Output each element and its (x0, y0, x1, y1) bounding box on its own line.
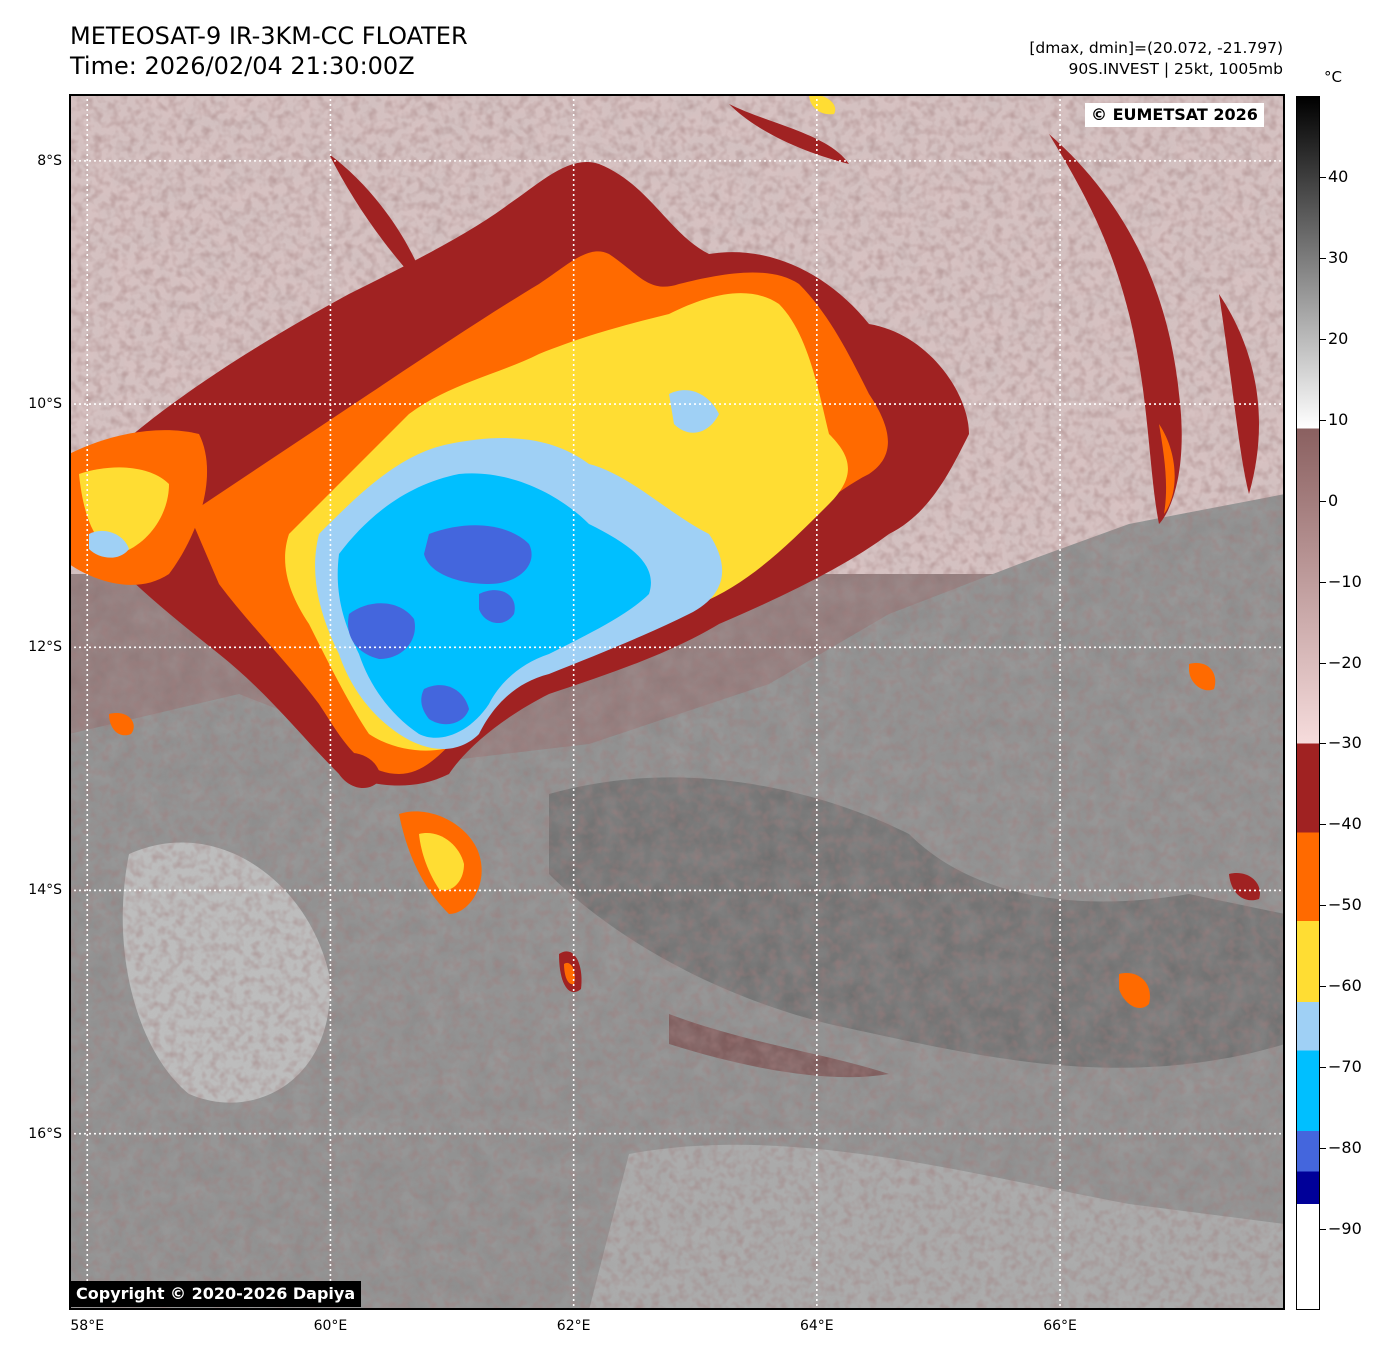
data-range-info: [dmax, dmin]=(20.072, -21.797) (1029, 39, 1283, 57)
convective-cell (419, 833, 464, 891)
colorbar-tick-label: 20 (1328, 328, 1349, 348)
longitude-label: 58°E (70, 1318, 105, 1334)
colorbar-tick-label: 40 (1328, 166, 1349, 186)
cloud-shield-royal-blue (424, 525, 532, 584)
eumetsat-watermark: © EUMETSAT 2026 (1085, 103, 1264, 127)
colorbar-tick (1320, 662, 1326, 664)
temperature-colorbar (1296, 96, 1320, 1310)
colorbar-tick (1320, 338, 1326, 340)
latitude-label: 8°S (37, 152, 62, 169)
colorbar-tick-label: −70 (1328, 1057, 1362, 1077)
colorbar-tick-label: 30 (1328, 247, 1349, 267)
convective-cell (339, 752, 381, 789)
latitude-label: 14°S (28, 882, 62, 899)
colorbar-tick (1320, 257, 1326, 259)
left-convective-cluster (89, 530, 129, 558)
storm-info: 90S.INVEST | 25kt, 1005mb (1068, 60, 1283, 78)
latitude-label: 12°S (28, 639, 62, 656)
colorbar-tick (1320, 500, 1326, 502)
cirrus-streak (1049, 134, 1182, 524)
colorbar-tick (1320, 824, 1326, 826)
map-frame (69, 94, 1285, 1310)
convective-cell (1189, 663, 1216, 691)
convective-cell (1119, 973, 1150, 1009)
colorbar-tick-label: −20 (1328, 652, 1362, 672)
colorbar-tick-label: −30 (1328, 733, 1362, 753)
colorbar-unit: °C (1324, 68, 1342, 86)
convective-cell (809, 94, 836, 115)
colorbar-tick (1320, 1148, 1326, 1150)
cloud-shield-royal-blue (421, 685, 469, 725)
cirrus-streak (729, 104, 849, 164)
colorbar-tick (1320, 581, 1326, 583)
product-time: Time: 2026/02/04 21:30:00Z (70, 52, 415, 80)
colorbar-tick-label: 10 (1328, 409, 1349, 429)
latitude-label: 16°S (28, 1125, 62, 1142)
convective-cell (1229, 873, 1260, 901)
convective-cell (109, 713, 134, 736)
colorbar-tick-label: 0 (1328, 490, 1339, 510)
colorbar-tick-label: −60 (1328, 976, 1362, 996)
longitude-label: 66°E (1043, 1318, 1077, 1334)
colorbar-tick (1320, 176, 1326, 178)
cirrus-streak (1219, 294, 1259, 494)
cloud-shield-pale-blue (669, 390, 719, 433)
colorbar-tick-label: −90 (1328, 1219, 1362, 1239)
colorbar-tick-label: −10 (1328, 571, 1362, 591)
colorbar-tick (1320, 986, 1326, 988)
convective-cell (564, 962, 575, 985)
cirrus-streak (1159, 424, 1175, 514)
colorbar-tick-label: −80 (1328, 1138, 1362, 1158)
longitude-label: 64°E (799, 1318, 834, 1334)
longitude-label: 62°E (556, 1318, 591, 1334)
colorbar-tick (1320, 419, 1326, 421)
colorbar-tick-label: −40 (1328, 814, 1362, 834)
colorbar-tick (1320, 743, 1326, 745)
satellite-ir-map (69, 94, 1285, 1310)
cloud-shield-royal-blue (348, 603, 415, 659)
colorbar-tick-label: −50 (1328, 895, 1362, 915)
latitude-label: 10°S (28, 396, 62, 413)
colorbar-tick (1320, 905, 1326, 907)
cloud-shield-royal-blue (479, 590, 515, 624)
colorbar-tick (1320, 1067, 1326, 1069)
product-title: METEOSAT-9 IR-3KM-CC FLOATER (70, 22, 468, 50)
cirrus-streak (329, 154, 429, 294)
colorbar-tick (1320, 1229, 1326, 1231)
longitude-label: 60°E (313, 1318, 348, 1334)
copyright-badge: Copyright © 2020-2026 Dapiya (70, 1281, 362, 1307)
